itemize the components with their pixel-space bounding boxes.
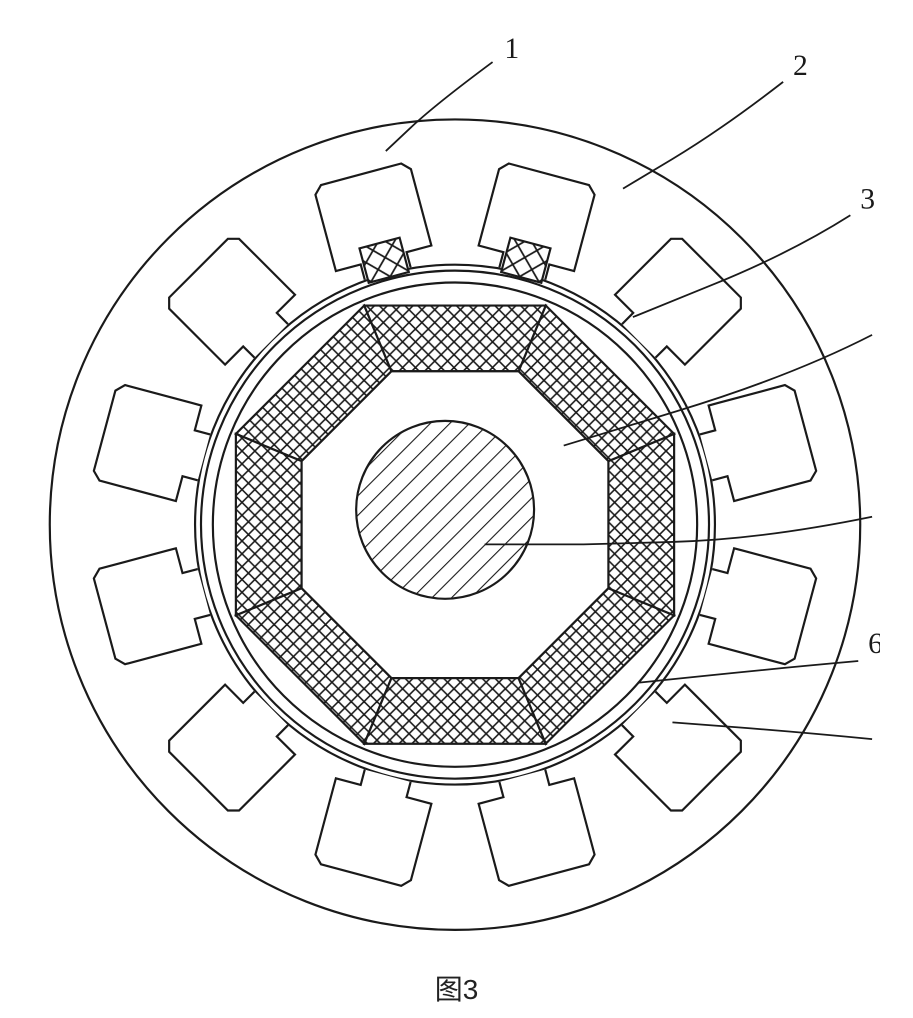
svg-text:3: 3 (860, 183, 875, 215)
motor-cross-section-diagram: 1234567 (30, 20, 880, 970)
svg-text:2: 2 (793, 50, 808, 82)
figure-caption: 图3 (435, 968, 479, 1008)
svg-text:1: 1 (504, 33, 519, 65)
svg-text:6: 6 (868, 628, 880, 660)
diagram-svg: 1234567 (30, 20, 880, 970)
